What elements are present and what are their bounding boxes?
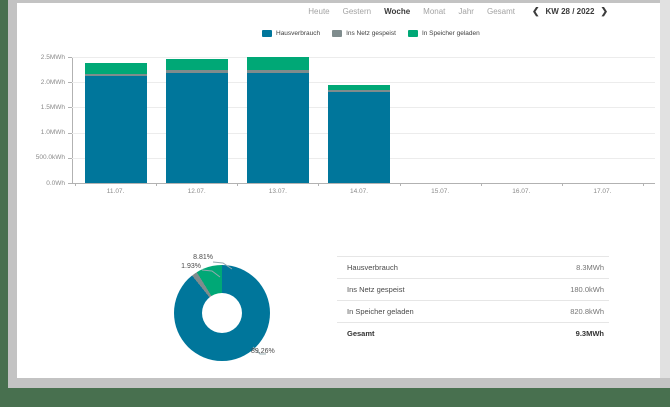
y-axis-tick — [68, 132, 72, 134]
y-axis-tick — [68, 157, 72, 159]
bar-segment-hausverbrauch[interactable] — [84, 76, 147, 183]
bar-segment-ins-netz-gespeist[interactable] — [84, 73, 147, 77]
summary-table: Hausverbrauch 8.3MWh Ins Netz gespeist 180.… — [337, 256, 609, 344]
summary-row-label: Gesamt — [347, 329, 375, 338]
x-axis-line — [72, 183, 655, 184]
donut-pct-label-hausverbrauch: 89.26% — [251, 348, 275, 355]
y-axis-tick — [68, 107, 72, 109]
bar-segment-in-speicher-geladen[interactable] — [246, 57, 309, 71]
nav-item-gestern[interactable]: Gestern — [342, 7, 372, 16]
bar-segment-hausverbrauch[interactable] — [165, 72, 228, 183]
x-axis-tick — [561, 183, 563, 186]
bar-stack-13-07[interactable] — [246, 57, 309, 183]
gridline — [72, 57, 655, 58]
legend-item-in-speicher-geladen[interactable]: In Speicher geladen — [407, 30, 480, 37]
bar-segment-hausverbrauch[interactable] — [328, 92, 390, 183]
card-shadow-right — [660, 0, 670, 378]
bar-stack-14-07[interactable] — [328, 84, 390, 183]
legend-label: Ins Netz gespeist — [346, 30, 396, 37]
summary-row-label: Hausverbrauch — [347, 263, 398, 272]
bar-segment-in-speicher-geladen[interactable] — [165, 59, 228, 71]
x-axis-label: 15.07. — [431, 188, 450, 195]
y-axis-label: 500.0kWh — [35, 154, 65, 162]
bar-chart-plot: 11.07. 12.07. 13.07. 14.07. 15.07. 16.07. 17.0… — [75, 57, 644, 195]
bar-segment-hausverbrauch[interactable] — [246, 72, 309, 183]
x-axis-tick — [237, 183, 239, 186]
legend-item-hausverbrauch[interactable]: Hausverbrauch — [262, 30, 320, 37]
x-axis-label: 14.07. — [349, 188, 369, 195]
bar-segment-ins-netz-gespeist[interactable] — [165, 70, 228, 73]
summary-row-value: 180.0kWh — [570, 285, 604, 294]
dashboard-card: Heute Gestern Woche Monat Jahr Gesamt ❮ KW 28… — [17, 3, 660, 378]
period-nav: Heute Gestern Woche Monat Jahr Gesamt ❮ KW 28… — [308, 6, 608, 17]
y-axis-label: 2.5MWh — [40, 53, 65, 61]
summary-row-value: 820.8kWh — [570, 307, 604, 316]
x-axis-tick — [643, 183, 644, 186]
y-axis-tick — [68, 82, 72, 84]
week-label: KW 28 / 2022 — [545, 7, 595, 16]
summary-row-ins-netz-gespeist: Ins Netz gespeist 180.0kWh — [337, 278, 609, 300]
legend-swatch-icon — [407, 30, 418, 37]
bar-segment-ins-netz-gespeist[interactable] — [328, 90, 390, 93]
summary-row-value: 8.3MWh — [576, 263, 604, 272]
donut-label-connectors — [201, 261, 266, 355]
chart-legend: Hausverbrauch Ins Netz gespeist In Speiche… — [262, 30, 480, 37]
bar-chart-y-axis-labels: 2.5MWh 2.0MWh 1.5MWh 1.0MWh 500.0kWh 0.0Wh — [17, 53, 67, 187]
summary-row-label: In Speicher geladen — [347, 307, 414, 316]
legend-swatch-icon — [262, 30, 272, 37]
donut-pct-label-ins-netz-gespeist: 1.93% — [181, 263, 201, 270]
next-week-icon[interactable]: ❯ — [600, 6, 608, 16]
donut-pct-label-in-speicher-geladen: 8.81% — [193, 254, 213, 261]
x-axis-label: 11.07. — [106, 188, 125, 195]
legend-item-ins-netz-gespeist[interactable]: Ins Netz gespeist — [332, 30, 396, 37]
nav-item-gesamt[interactable]: Gesamt — [486, 7, 515, 16]
week-selector: ❮ KW 28 / 2022 ❯ — [532, 6, 608, 17]
y-axis-label: 0.0Wh — [46, 179, 65, 187]
summary-row-value: 9.3MWh — [575, 329, 604, 338]
x-axis-tick — [75, 183, 76, 186]
summary-row-hausverbrauch: Hausverbrauch 8.3MWh — [337, 256, 609, 278]
y-axis-tick — [68, 183, 72, 184]
bar-segment-in-speicher-geladen[interactable] — [328, 84, 390, 91]
bar-segment-ins-netz-gespeist[interactable] — [246, 70, 309, 73]
x-axis-label: 16.07. — [512, 188, 531, 195]
legend-label: Hausverbrauch — [276, 30, 321, 37]
x-axis-tick — [318, 183, 320, 186]
x-axis-tick — [156, 183, 158, 186]
summary-row-gesamt: Gesamt 9.3MWh — [337, 322, 609, 344]
nav-item-monat[interactable]: Monat — [423, 7, 446, 16]
bar-stack-11-07[interactable] — [84, 63, 147, 183]
donut-chart[interactable] — [174, 265, 270, 361]
nav-item-woche[interactable]: Woche — [384, 7, 411, 16]
nav-item-jahr[interactable]: Jahr — [458, 7, 474, 16]
nav-item-heute[interactable]: Heute — [308, 7, 330, 16]
y-axis-tick — [68, 57, 72, 58]
gridline — [72, 82, 655, 84]
x-axis-label: 17.07. — [593, 188, 612, 195]
y-axis-label: 1.5MWh — [40, 103, 65, 111]
bar-stack-12-07[interactable] — [165, 59, 228, 183]
x-axis-label: 12.07. — [187, 188, 206, 195]
x-axis-tick — [480, 183, 482, 186]
y-axis-label: 2.0MWh — [40, 78, 65, 86]
y-axis-line — [72, 57, 73, 184]
summary-row-in-speicher-geladen: In Speicher geladen 820.8kWh — [337, 300, 609, 322]
summary-row-label: Ins Netz gespeist — [347, 285, 405, 294]
donut-hole — [202, 293, 242, 333]
bar-segment-in-speicher-geladen[interactable] — [84, 63, 147, 74]
legend-label: In Speicher geladen — [421, 30, 480, 37]
x-axis-label: 13.07. — [268, 188, 287, 195]
x-axis-tick — [399, 183, 401, 186]
y-axis-label: 1.0MWh — [40, 129, 65, 137]
prev-week-icon[interactable]: ❮ — [531, 6, 540, 16]
legend-swatch-icon — [332, 30, 343, 37]
